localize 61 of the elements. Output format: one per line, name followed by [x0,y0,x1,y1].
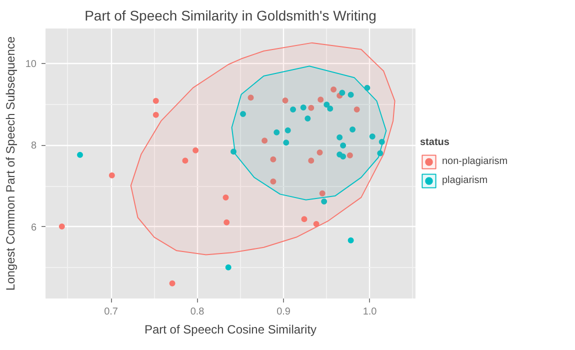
y-axis-title: Longest Common Part of Speech Subsequence [3,36,18,291]
point [313,221,320,228]
point [262,138,268,144]
point [340,154,346,160]
point [222,194,229,200]
point [230,148,237,155]
x-axis-title: Part of Speech Cosine Similarity [144,322,317,336]
point [321,198,328,205]
point [169,280,176,286]
point [301,216,308,222]
x-tick-label: 1.0 [362,306,378,318]
point [240,111,246,117]
point [152,112,159,118]
point [225,264,232,270]
point [290,106,296,112]
point [327,106,334,112]
point [339,90,346,96]
point [270,156,276,162]
legend-title: status [420,137,450,148]
point [300,104,306,110]
x-tick-label: 0.9 [276,306,291,318]
y-tick-label: 8 [30,140,37,152]
chart-title: Part of Speech Similarity in Goldsmith's Writing [84,8,376,24]
point [354,106,360,112]
point [283,140,290,146]
point [324,102,330,108]
point [282,98,288,104]
point [350,126,356,133]
point [378,138,385,145]
point [77,152,83,158]
point [284,127,291,134]
point [336,134,343,140]
point [224,219,230,226]
point [304,116,311,122]
point [330,86,337,92]
point [152,98,159,104]
point [274,129,280,136]
point [192,147,199,154]
x-tick-label: 0.8 [190,306,205,318]
legend-label: non-plagiarism [442,156,508,167]
point [108,172,115,178]
point [58,224,65,230]
point [316,149,323,156]
point [348,92,354,98]
point [340,142,346,148]
point [182,158,188,164]
legend-label: plagiarism [442,175,488,186]
point [377,150,384,156]
y-tick-label: 10 [25,58,37,70]
point [369,134,376,140]
point [248,94,254,101]
point [308,158,314,164]
y-tick-label: 6 [30,222,37,234]
x-tick-label: 0.7 [104,306,118,318]
point [346,152,353,158]
point [270,178,276,184]
point [319,190,326,196]
point [348,237,354,244]
point [318,96,324,103]
point [308,104,314,111]
point [364,84,370,91]
